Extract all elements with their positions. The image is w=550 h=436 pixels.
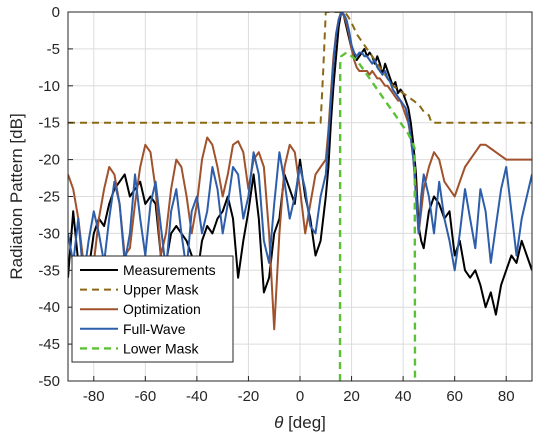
x-axis-label: θ [deg]: [274, 413, 326, 432]
x-tick-label-7: 60: [446, 388, 463, 405]
y-axis-label: Radiation Pattern [dB]: [7, 113, 26, 279]
y-tick-label-5: -25: [38, 189, 60, 206]
x-axis-label-unit: [deg]: [283, 413, 326, 432]
legend-label-3: Full-Wave: [123, 321, 186, 337]
series-line-lower-mask: [338, 51, 417, 381]
legend-label-2: Optimization: [123, 301, 201, 317]
x-tick-label-2: -40: [186, 388, 208, 405]
y-axis-ticks: 0 -5 -10 -15 -20 -25 -30 -35 -40 -45 -50: [38, 4, 73, 390]
y-tick-label-9: -45: [38, 336, 60, 353]
x-tick-label-1: -60: [134, 388, 156, 405]
y-tick-label-1: -5: [47, 41, 60, 58]
x-axis-label-symbol: θ: [274, 413, 284, 432]
x-tick-label-3: -20: [238, 388, 260, 405]
legend: Measurements Upper Mask Optimization Full-W…: [71, 255, 234, 363]
y-tick-label-8: -40: [38, 299, 60, 316]
y-tick-label-2: -10: [38, 78, 60, 95]
x-axis-ticks: -80 -60 -40 -20 0 20 40 60 80: [83, 376, 515, 405]
y-tick-label-0: 0: [52, 4, 60, 21]
series-line-full-wave: [68, 12, 532, 279]
x-tick-label-0: -80: [83, 388, 105, 405]
x-tick-label-5: 20: [343, 388, 360, 405]
y-tick-label-10: -50: [38, 373, 60, 390]
legend-label-0: Measurements: [123, 262, 216, 278]
y-tick-label-4: -20: [38, 152, 60, 169]
legend-label-1: Upper Mask: [123, 282, 199, 298]
y-tick-label-3: -15: [38, 115, 60, 132]
x-tick-label-4: 0: [296, 388, 304, 405]
x-tick-label-8: 80: [498, 388, 515, 405]
x-tick-label-6: 40: [395, 388, 412, 405]
legend-label-4: Lower Mask: [123, 340, 199, 356]
y-tick-label-7: -35: [38, 262, 60, 279]
y-tick-label-6: -30: [38, 225, 60, 242]
